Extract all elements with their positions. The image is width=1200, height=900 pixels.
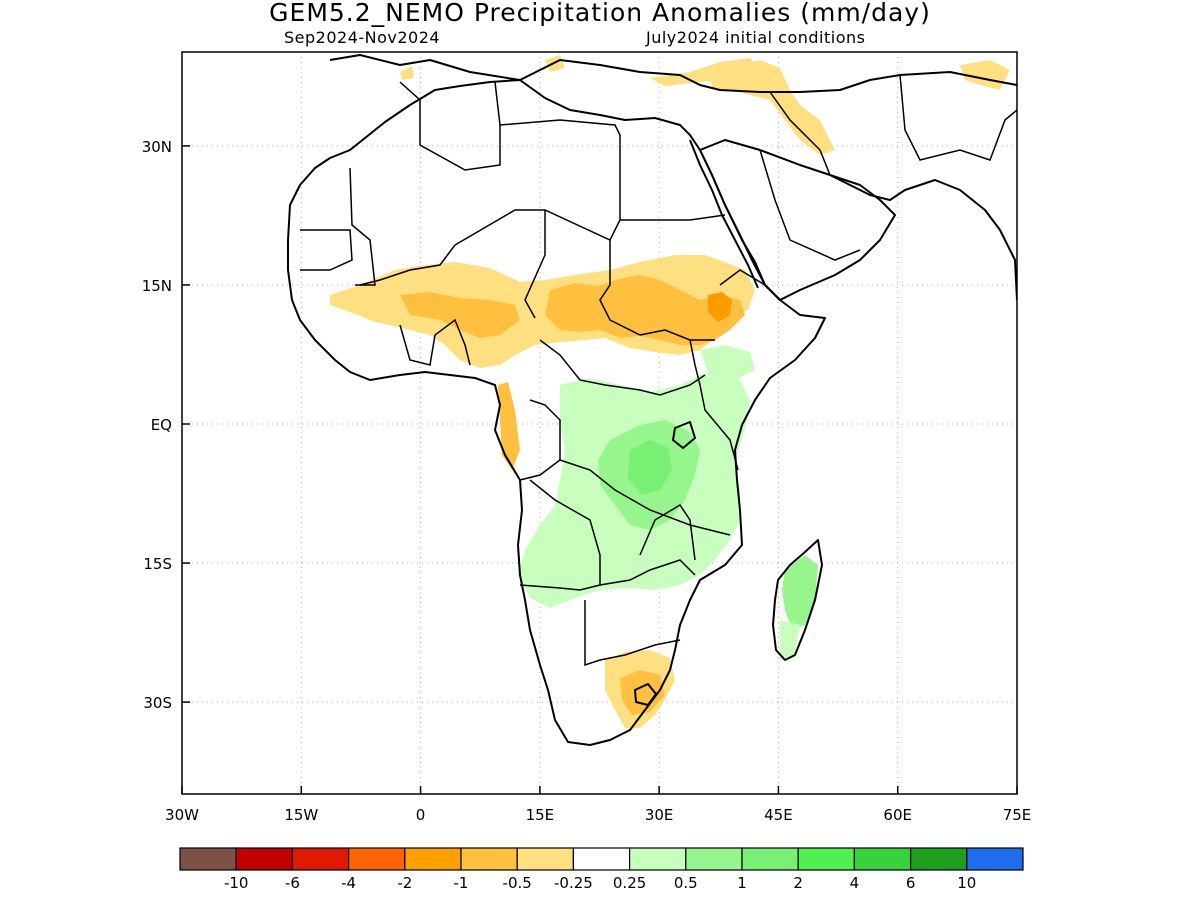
wet-anomaly-madagascar xyxy=(782,555,818,630)
map-frame xyxy=(181,51,1018,795)
colorbar-label: -0.25 xyxy=(554,874,593,892)
madagascar-coastline xyxy=(772,539,823,661)
colorbar-swatch xyxy=(741,847,799,871)
colorbar-swatch xyxy=(460,847,518,871)
colorbar-label: 6 xyxy=(906,874,916,892)
lake-victoria xyxy=(672,421,696,449)
wet-anomaly-horn xyxy=(700,345,755,380)
x-tick-label: 45E xyxy=(764,806,793,824)
colorbar-label: -4 xyxy=(341,874,356,892)
colorbar-label: -1 xyxy=(454,874,469,892)
colorbar-label: 1 xyxy=(737,874,747,892)
dry-anomaly-sahel-core xyxy=(545,275,745,345)
wet-anomaly-madagascar-south xyxy=(780,620,800,660)
x-tick-label: 75E xyxy=(1003,806,1032,824)
country-borders xyxy=(300,74,1017,667)
colorbar-swatch xyxy=(179,847,237,871)
colorbar-label: -0.5 xyxy=(503,874,532,892)
dry-anomaly-west-africa xyxy=(400,292,520,338)
y-tick-label: 30S xyxy=(143,694,172,712)
colorbar-label: -2 xyxy=(397,874,412,892)
colorbar-swatch xyxy=(853,847,912,871)
colorbar-swatch xyxy=(572,847,631,871)
colorbar-swatch xyxy=(966,847,1024,871)
x-tick-label: 60E xyxy=(883,806,912,824)
colorbar-swatch xyxy=(516,847,575,871)
colorbar-label: -10 xyxy=(224,874,249,892)
colorbar-swatch xyxy=(628,847,687,871)
y-tick-label: 15N xyxy=(142,277,172,295)
x-tick-label: 30E xyxy=(645,806,674,824)
colorbar-swatch xyxy=(797,847,856,871)
lat-lon-grid xyxy=(182,52,1017,794)
initial-conditions: July2024 initial conditions xyxy=(646,28,866,47)
persian-gulf xyxy=(829,174,1017,301)
colorbar: -10 -6 -4 -2 -1 -0.5 -0.25 0.25 0.5 1 2 4 6 10 xyxy=(179,847,1024,892)
dry-anomaly-turkey-east xyxy=(960,60,1010,90)
colorbar-swatch xyxy=(291,847,350,871)
colorbar-label: 0.25 xyxy=(613,874,646,892)
colorbar-swatch xyxy=(909,847,968,871)
mediterranean-north xyxy=(329,54,1017,93)
dry-anomaly-gulf-guinea xyxy=(498,382,520,470)
dry-anomaly-south-africa-core xyxy=(620,670,665,715)
x-tick-label: 0 xyxy=(416,806,426,824)
map-title: GEM5.2_NEMO Precipitation Anomalies (mm/… xyxy=(269,0,931,27)
dry-anomaly-ethiopia xyxy=(708,292,732,322)
colorbar-swatch xyxy=(404,847,462,871)
x-tick-label: 30W xyxy=(165,806,199,824)
axes: 30W 15W 0 15E 30E 45E 60E 75E 30N 15N EQ 15S 30S xyxy=(142,138,1032,824)
colorbar-label: 4 xyxy=(850,874,860,892)
colorbar-label: 2 xyxy=(793,874,803,892)
x-tick-label: 15E xyxy=(526,806,555,824)
colorbar-label: 0.5 xyxy=(674,874,698,892)
forecast-period: Sep2024-Nov2024 xyxy=(284,28,441,47)
colorbar-label: 10 xyxy=(957,874,976,892)
colorbar-swatch xyxy=(685,847,743,871)
y-tick-label: 30N xyxy=(142,138,172,156)
africa-coastline xyxy=(287,79,826,746)
colorbar-swatch xyxy=(348,847,406,871)
wet-anomaly-lakes xyxy=(628,440,672,495)
dry-anomaly-middle-east xyxy=(710,60,835,155)
lesotho xyxy=(634,683,657,706)
colorbar-label: -6 xyxy=(285,874,300,892)
colorbar-swatch xyxy=(235,847,293,871)
arabia-coastline xyxy=(699,139,896,301)
dry-anomaly-mediterranean xyxy=(650,58,760,86)
x-tick-label: 15W xyxy=(284,806,318,824)
y-tick-label: EQ xyxy=(151,416,172,434)
y-tick-label: 15S xyxy=(143,555,172,573)
